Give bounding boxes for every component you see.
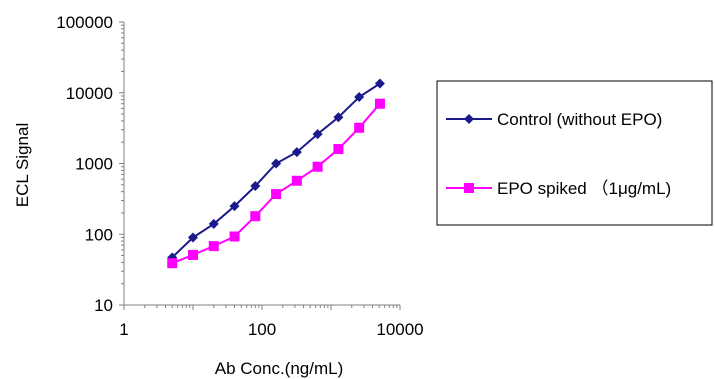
data-point [271, 158, 282, 169]
y-tick-label: 100 [85, 225, 113, 244]
series-2 [167, 98, 385, 269]
data-point [250, 211, 261, 222]
data-point [188, 249, 198, 260]
data-point [354, 122, 365, 133]
x-tick-label: 10000 [376, 320, 423, 339]
data-point [291, 147, 302, 158]
series-line [171, 82, 381, 259]
x-tick-label: 100 [248, 320, 276, 339]
data-point [208, 218, 219, 229]
data-point [374, 78, 385, 89]
data-point [333, 144, 344, 155]
legend-marker [464, 183, 474, 193]
y-axis-title: ECL Signal [13, 123, 32, 207]
data-point [333, 112, 344, 123]
legend-entry-2: EPO spiked （1μg/mL) [446, 179, 671, 198]
data-point [374, 98, 385, 109]
data-point [229, 201, 240, 212]
data-point [312, 161, 323, 172]
legend-box [436, 80, 713, 226]
y-tick-label: 10 [94, 296, 113, 315]
y-tick-label: 100000 [56, 13, 113, 32]
x-tick-label: 1 [119, 320, 128, 339]
data-point [208, 241, 219, 252]
legend-entry-1: Control (without EPO) [446, 110, 662, 129]
series-layer [167, 78, 385, 269]
legend-entries: Control (without EPO) EPO spiked （1μg/mL) [446, 110, 671, 198]
data-point [354, 92, 365, 103]
series-1 [167, 78, 385, 263]
data-point [271, 189, 282, 200]
data-point [167, 258, 178, 269]
legend-marker [464, 114, 474, 124]
data-point [291, 175, 302, 186]
data-point [188, 232, 198, 243]
data-point [312, 129, 323, 140]
y-tick-label: 10000 [66, 84, 113, 103]
x-axis-title: Ab Conc.(ng/mL) [215, 359, 344, 378]
data-point [229, 231, 240, 242]
x-ticks: 1 100 10000 [119, 305, 424, 339]
y-ticks: 10 100 1000 10000 100000 [56, 13, 124, 315]
legend: Control (without EPO) EPO spiked （1μg/mL) [436, 80, 713, 226]
legend-label: Control (without EPO) [497, 110, 662, 129]
series-line [171, 103, 381, 265]
y-tick-label: 1000 [75, 155, 113, 174]
legend-label: EPO spiked （1μg/mL) [497, 179, 671, 198]
data-point [250, 181, 261, 192]
plot-area: 10 100 1000 10000 100000 1 100 10000 [56, 13, 423, 339]
